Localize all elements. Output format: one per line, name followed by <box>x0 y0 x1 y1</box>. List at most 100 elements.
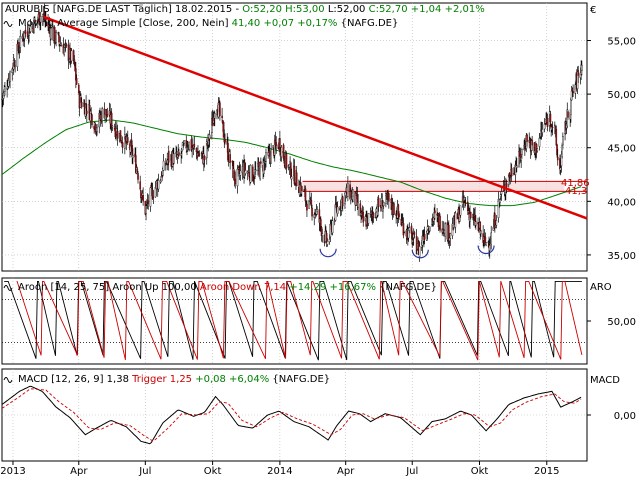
price-legend-line-1: AURUBIS [NAFG.DE LAST Täglich] 18.02.201… <box>5 4 485 15</box>
candle-body <box>321 233 324 236</box>
candle <box>116 124 119 146</box>
legend-wave-icon <box>3 377 13 383</box>
candle <box>106 107 109 118</box>
candle <box>260 157 262 168</box>
candle <box>205 138 208 165</box>
candle <box>24 25 27 38</box>
macd-lines <box>1 385 582 445</box>
legend-segment: +0,08 +6,04% <box>195 374 269 385</box>
macd-line <box>1 385 582 445</box>
candle-body <box>229 154 231 163</box>
candle <box>121 136 124 154</box>
candle-body <box>96 127 98 132</box>
candle <box>464 197 467 207</box>
price-candles <box>1 3 583 262</box>
candle-body <box>402 223 405 236</box>
candle-body <box>73 59 76 62</box>
candle <box>408 222 411 234</box>
candle-body <box>306 203 308 211</box>
candle-body <box>29 26 32 32</box>
candle-body <box>428 231 430 233</box>
candle-body <box>248 171 250 177</box>
candle <box>581 60 583 76</box>
candle-body <box>313 214 316 218</box>
candle-body <box>536 148 539 152</box>
candle-body <box>352 189 354 197</box>
legend-wave-icon <box>3 285 13 291</box>
y-tick-label: 45,00 <box>607 144 636 155</box>
y-tick-label: 50,00 <box>607 90 636 101</box>
candle-body <box>219 102 221 116</box>
candle-body <box>94 124 97 133</box>
candle <box>239 164 242 181</box>
candle <box>413 230 416 239</box>
candle-body <box>58 35 60 43</box>
candle <box>556 148 559 166</box>
candle <box>325 226 327 235</box>
price-plot-frame <box>1 2 588 272</box>
candle <box>254 161 257 175</box>
candle-body <box>388 193 390 202</box>
candle-body <box>490 232 493 245</box>
candle-body <box>357 201 359 208</box>
candle-body <box>270 149 272 164</box>
candle <box>65 43 68 48</box>
candle <box>283 152 286 167</box>
candle <box>434 203 436 220</box>
candle-body <box>526 134 528 142</box>
candle <box>136 166 139 173</box>
candle-body <box>581 64 583 71</box>
candle-body <box>249 164 252 183</box>
legend-segment: Trigger 1,25 <box>131 374 195 385</box>
candle <box>536 148 539 153</box>
x-tick-label: Apr <box>70 466 88 477</box>
candle-body <box>162 160 165 171</box>
candle-body <box>393 203 395 215</box>
trendline <box>43 15 588 220</box>
candle-body <box>341 196 344 207</box>
candle <box>572 84 574 98</box>
candle <box>304 185 307 208</box>
candle <box>173 147 175 165</box>
candle-body <box>254 169 257 172</box>
candle-body <box>4 86 6 92</box>
legend-segment: {NAFG.DE} <box>269 374 330 385</box>
candle-body <box>495 220 498 226</box>
macd-grid <box>2 369 587 461</box>
candle-body <box>423 233 426 240</box>
y-tick-label: 50,00 <box>607 317 636 328</box>
candle <box>290 168 293 188</box>
candle <box>316 206 318 215</box>
candle-body <box>33 17 35 34</box>
candle <box>198 150 201 157</box>
candle <box>490 225 493 250</box>
candle-body <box>149 187 152 207</box>
candle <box>126 130 129 146</box>
candle <box>423 226 426 245</box>
candle <box>213 111 216 127</box>
candle <box>188 141 191 152</box>
candle <box>60 42 63 47</box>
candle-body <box>9 71 11 82</box>
candle <box>326 238 329 247</box>
bottom-marker <box>319 248 337 258</box>
candle-body <box>398 213 400 217</box>
candle-body <box>554 124 556 127</box>
candle-body <box>203 155 206 160</box>
candle <box>178 148 180 157</box>
x-axis: 2013 Apr Jul Okt 2014 Apr Jul Okt 2015 <box>0 461 560 477</box>
x-tick-label: 2015 <box>534 466 559 477</box>
candle-body <box>178 152 180 156</box>
candle-body <box>221 115 223 119</box>
candle-body <box>152 196 155 198</box>
candle <box>285 151 288 174</box>
candle <box>14 60 16 73</box>
candle <box>224 133 226 145</box>
y-tick-label: 40,00 <box>607 197 636 208</box>
candle-body <box>64 42 67 44</box>
candle <box>499 198 501 207</box>
candle <box>244 162 247 176</box>
candle-body <box>301 186 303 191</box>
candle-body <box>413 232 416 235</box>
candle-body <box>188 141 191 150</box>
